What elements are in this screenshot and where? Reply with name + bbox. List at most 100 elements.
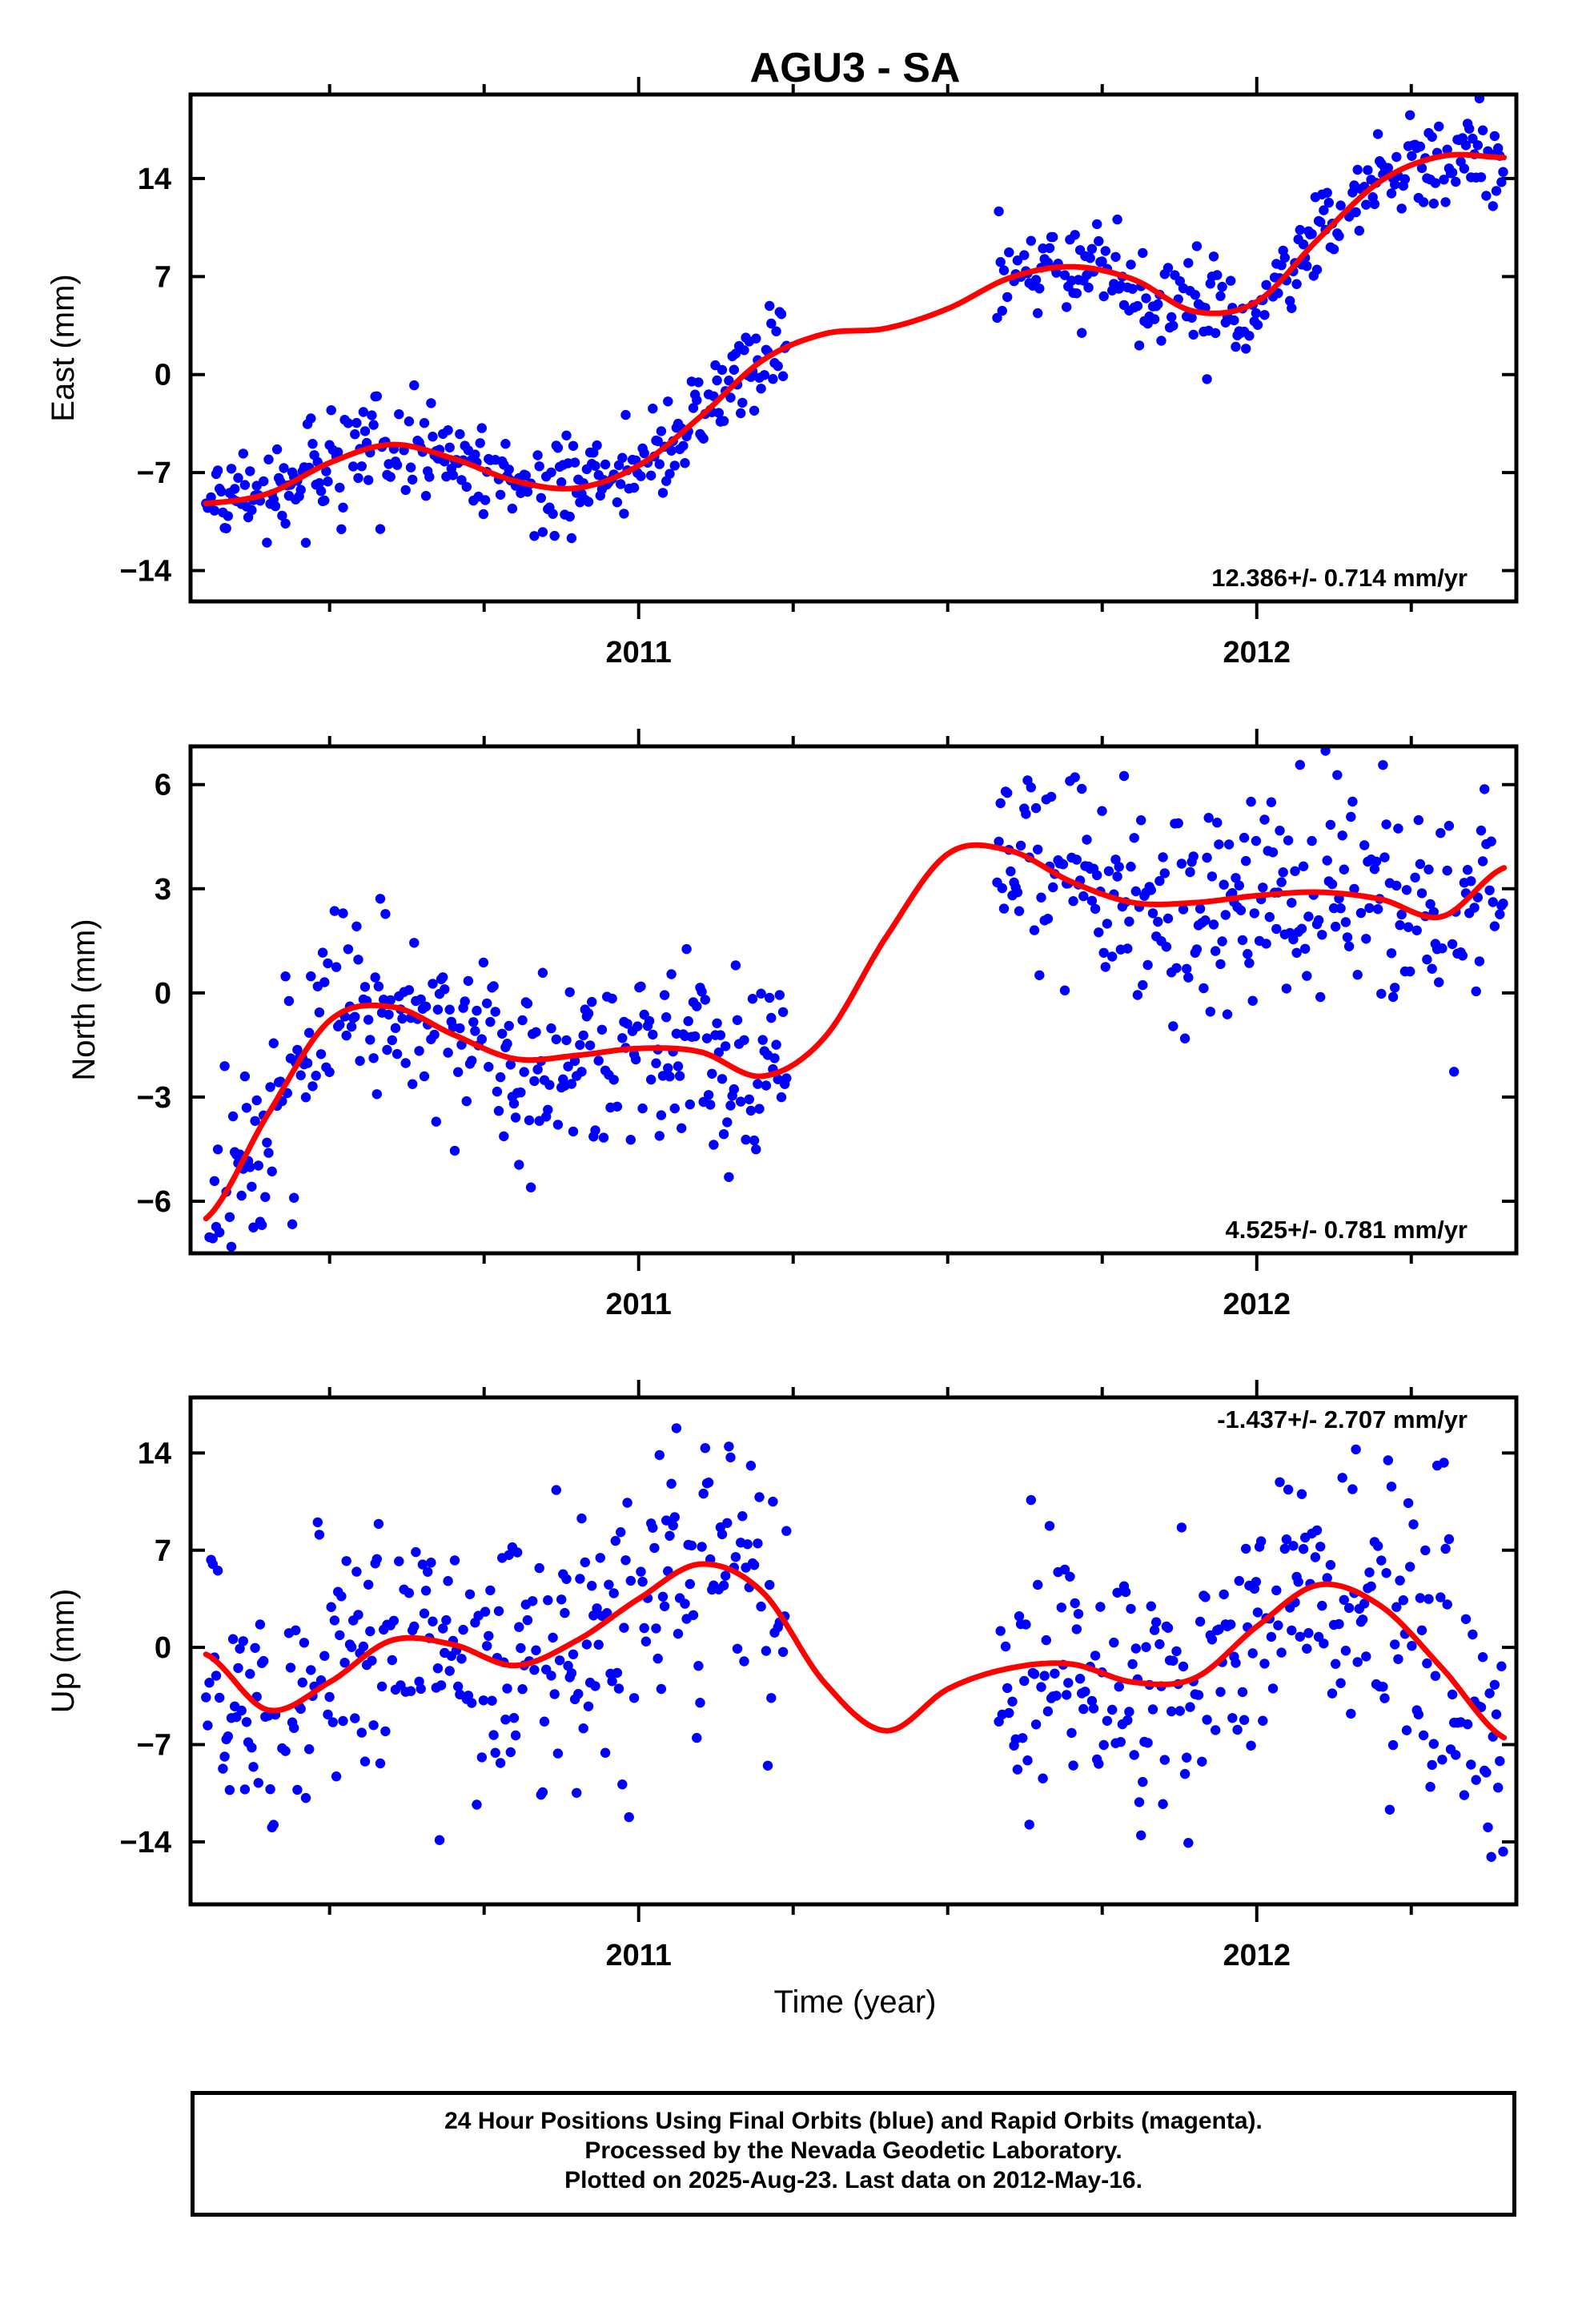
data-point-up <box>359 1756 371 1767</box>
data-point-east <box>628 482 640 493</box>
data-point-north <box>651 1058 661 1068</box>
data-point-up <box>1425 1782 1435 1792</box>
y-tick-label-north: 0 <box>155 977 171 1011</box>
data-point-north <box>267 1166 277 1177</box>
data-point-north <box>707 1068 717 1080</box>
data-point-north <box>497 1028 508 1039</box>
data-point-east <box>335 482 345 493</box>
data-point-up <box>572 1787 582 1798</box>
data-point-north <box>453 1067 464 1077</box>
data-point-north <box>468 1017 479 1027</box>
data-point-east <box>371 391 382 401</box>
data-point-north <box>1386 948 1397 959</box>
data-point-east <box>323 476 333 487</box>
data-point-up <box>1416 1625 1427 1636</box>
data-point-north <box>495 1072 506 1083</box>
data-point-east <box>1126 259 1136 270</box>
data-point-up <box>1440 1543 1451 1554</box>
data-point-east <box>306 413 316 424</box>
data-point-east <box>1396 203 1407 214</box>
data-point-north <box>280 971 291 982</box>
data-point-up <box>1102 1715 1113 1726</box>
data-point-north <box>1495 909 1505 919</box>
data-point-up <box>472 1799 482 1810</box>
data-point-north <box>387 1035 397 1046</box>
data-point-up <box>1287 1625 1297 1636</box>
data-point-north <box>1146 885 1157 895</box>
data-point-north <box>1447 939 1458 950</box>
data-point-east <box>1496 177 1507 187</box>
data-point-east <box>1004 247 1014 258</box>
data-point-up <box>1014 1611 1025 1622</box>
data-point-up <box>1442 1599 1452 1610</box>
data-point-up <box>1339 1594 1350 1606</box>
data-point-north <box>531 1027 541 1038</box>
data-point-north <box>1129 833 1139 843</box>
data-point-north <box>1343 941 1355 952</box>
data-point-up <box>1197 1756 1207 1767</box>
data-point-up <box>765 1579 775 1590</box>
data-point-north <box>739 1035 749 1046</box>
data-point-north <box>666 969 677 979</box>
footer-line-2: Processed by the Nevada Geodetic Laborat… <box>584 2137 1122 2164</box>
data-point-north <box>239 1071 251 1082</box>
data-point-north <box>368 1053 379 1063</box>
data-point-north <box>420 1001 432 1012</box>
data-point-north <box>419 1071 430 1082</box>
data-point-up <box>1134 1797 1145 1807</box>
data-point-east <box>375 524 386 534</box>
data-point-north <box>397 1013 408 1024</box>
data-point-north <box>324 1067 335 1078</box>
data-point-east <box>680 458 690 468</box>
data-point-north <box>1202 852 1212 863</box>
data-point-north <box>1381 819 1391 830</box>
data-point-up <box>1247 1648 1258 1659</box>
data-point-east <box>1034 283 1045 294</box>
plot-frame-up <box>188 1395 1519 1907</box>
data-point-up <box>1462 1719 1473 1730</box>
data-point-north <box>1303 911 1314 922</box>
data-point-east <box>1241 344 1251 354</box>
data-point-up <box>404 1588 415 1598</box>
data-point-north <box>1372 904 1383 915</box>
data-point-east <box>1391 151 1402 163</box>
data-point-up <box>1276 1647 1287 1658</box>
data-point-up <box>1004 1707 1014 1719</box>
data-point-east <box>688 403 699 413</box>
data-point-up <box>1094 1759 1104 1769</box>
data-point-north <box>1434 977 1444 987</box>
data-point-up <box>1428 1739 1439 1749</box>
data-point-up <box>608 1588 619 1598</box>
data-point-east <box>1279 252 1291 263</box>
data-point-north <box>1266 797 1277 807</box>
data-point-up <box>1384 1804 1395 1815</box>
data-point-up <box>592 1603 602 1614</box>
data-point-up <box>484 1630 494 1641</box>
data-point-east <box>262 537 272 548</box>
data-point-north <box>692 1001 702 1011</box>
data-point-north <box>777 1007 789 1018</box>
data-point-north <box>391 1048 403 1059</box>
data-point-up <box>1038 1773 1048 1783</box>
data-point-north <box>1355 907 1367 919</box>
data-point-north <box>1427 963 1437 974</box>
data-point-north <box>1211 946 1221 956</box>
data-point-up <box>336 1591 347 1602</box>
data-point-north <box>353 955 363 965</box>
data-point-north <box>1423 864 1434 875</box>
rate-annotation-up: -1.437+/- 2.707 mm/yr <box>1217 1405 1468 1433</box>
data-point-up <box>490 1747 500 1758</box>
data-point-east <box>737 397 748 408</box>
data-point-north <box>516 1087 526 1098</box>
data-point-east <box>1416 163 1427 174</box>
data-point-east <box>1407 151 1417 161</box>
data-point-up <box>245 1669 255 1679</box>
data-point-east <box>1002 292 1013 303</box>
data-point-north <box>219 1061 230 1072</box>
data-point-up <box>1477 1652 1488 1663</box>
data-point-north <box>300 1092 311 1103</box>
data-point-up <box>363 1579 374 1590</box>
data-point-north <box>283 995 295 1007</box>
data-point-east <box>1019 250 1030 260</box>
data-point-up <box>537 1787 548 1798</box>
